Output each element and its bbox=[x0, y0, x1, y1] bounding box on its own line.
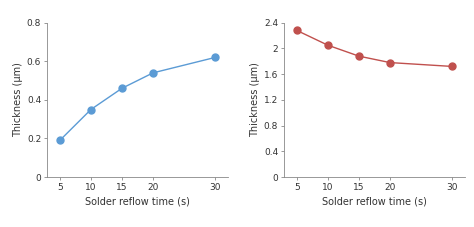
X-axis label: Solder reflow time (s): Solder reflow time (s) bbox=[322, 197, 427, 207]
Y-axis label: Thickness (μm): Thickness (μm) bbox=[250, 62, 260, 137]
Y-axis label: Thickness (μm): Thickness (μm) bbox=[13, 62, 23, 137]
X-axis label: Solder reflow time (s): Solder reflow time (s) bbox=[85, 197, 190, 207]
